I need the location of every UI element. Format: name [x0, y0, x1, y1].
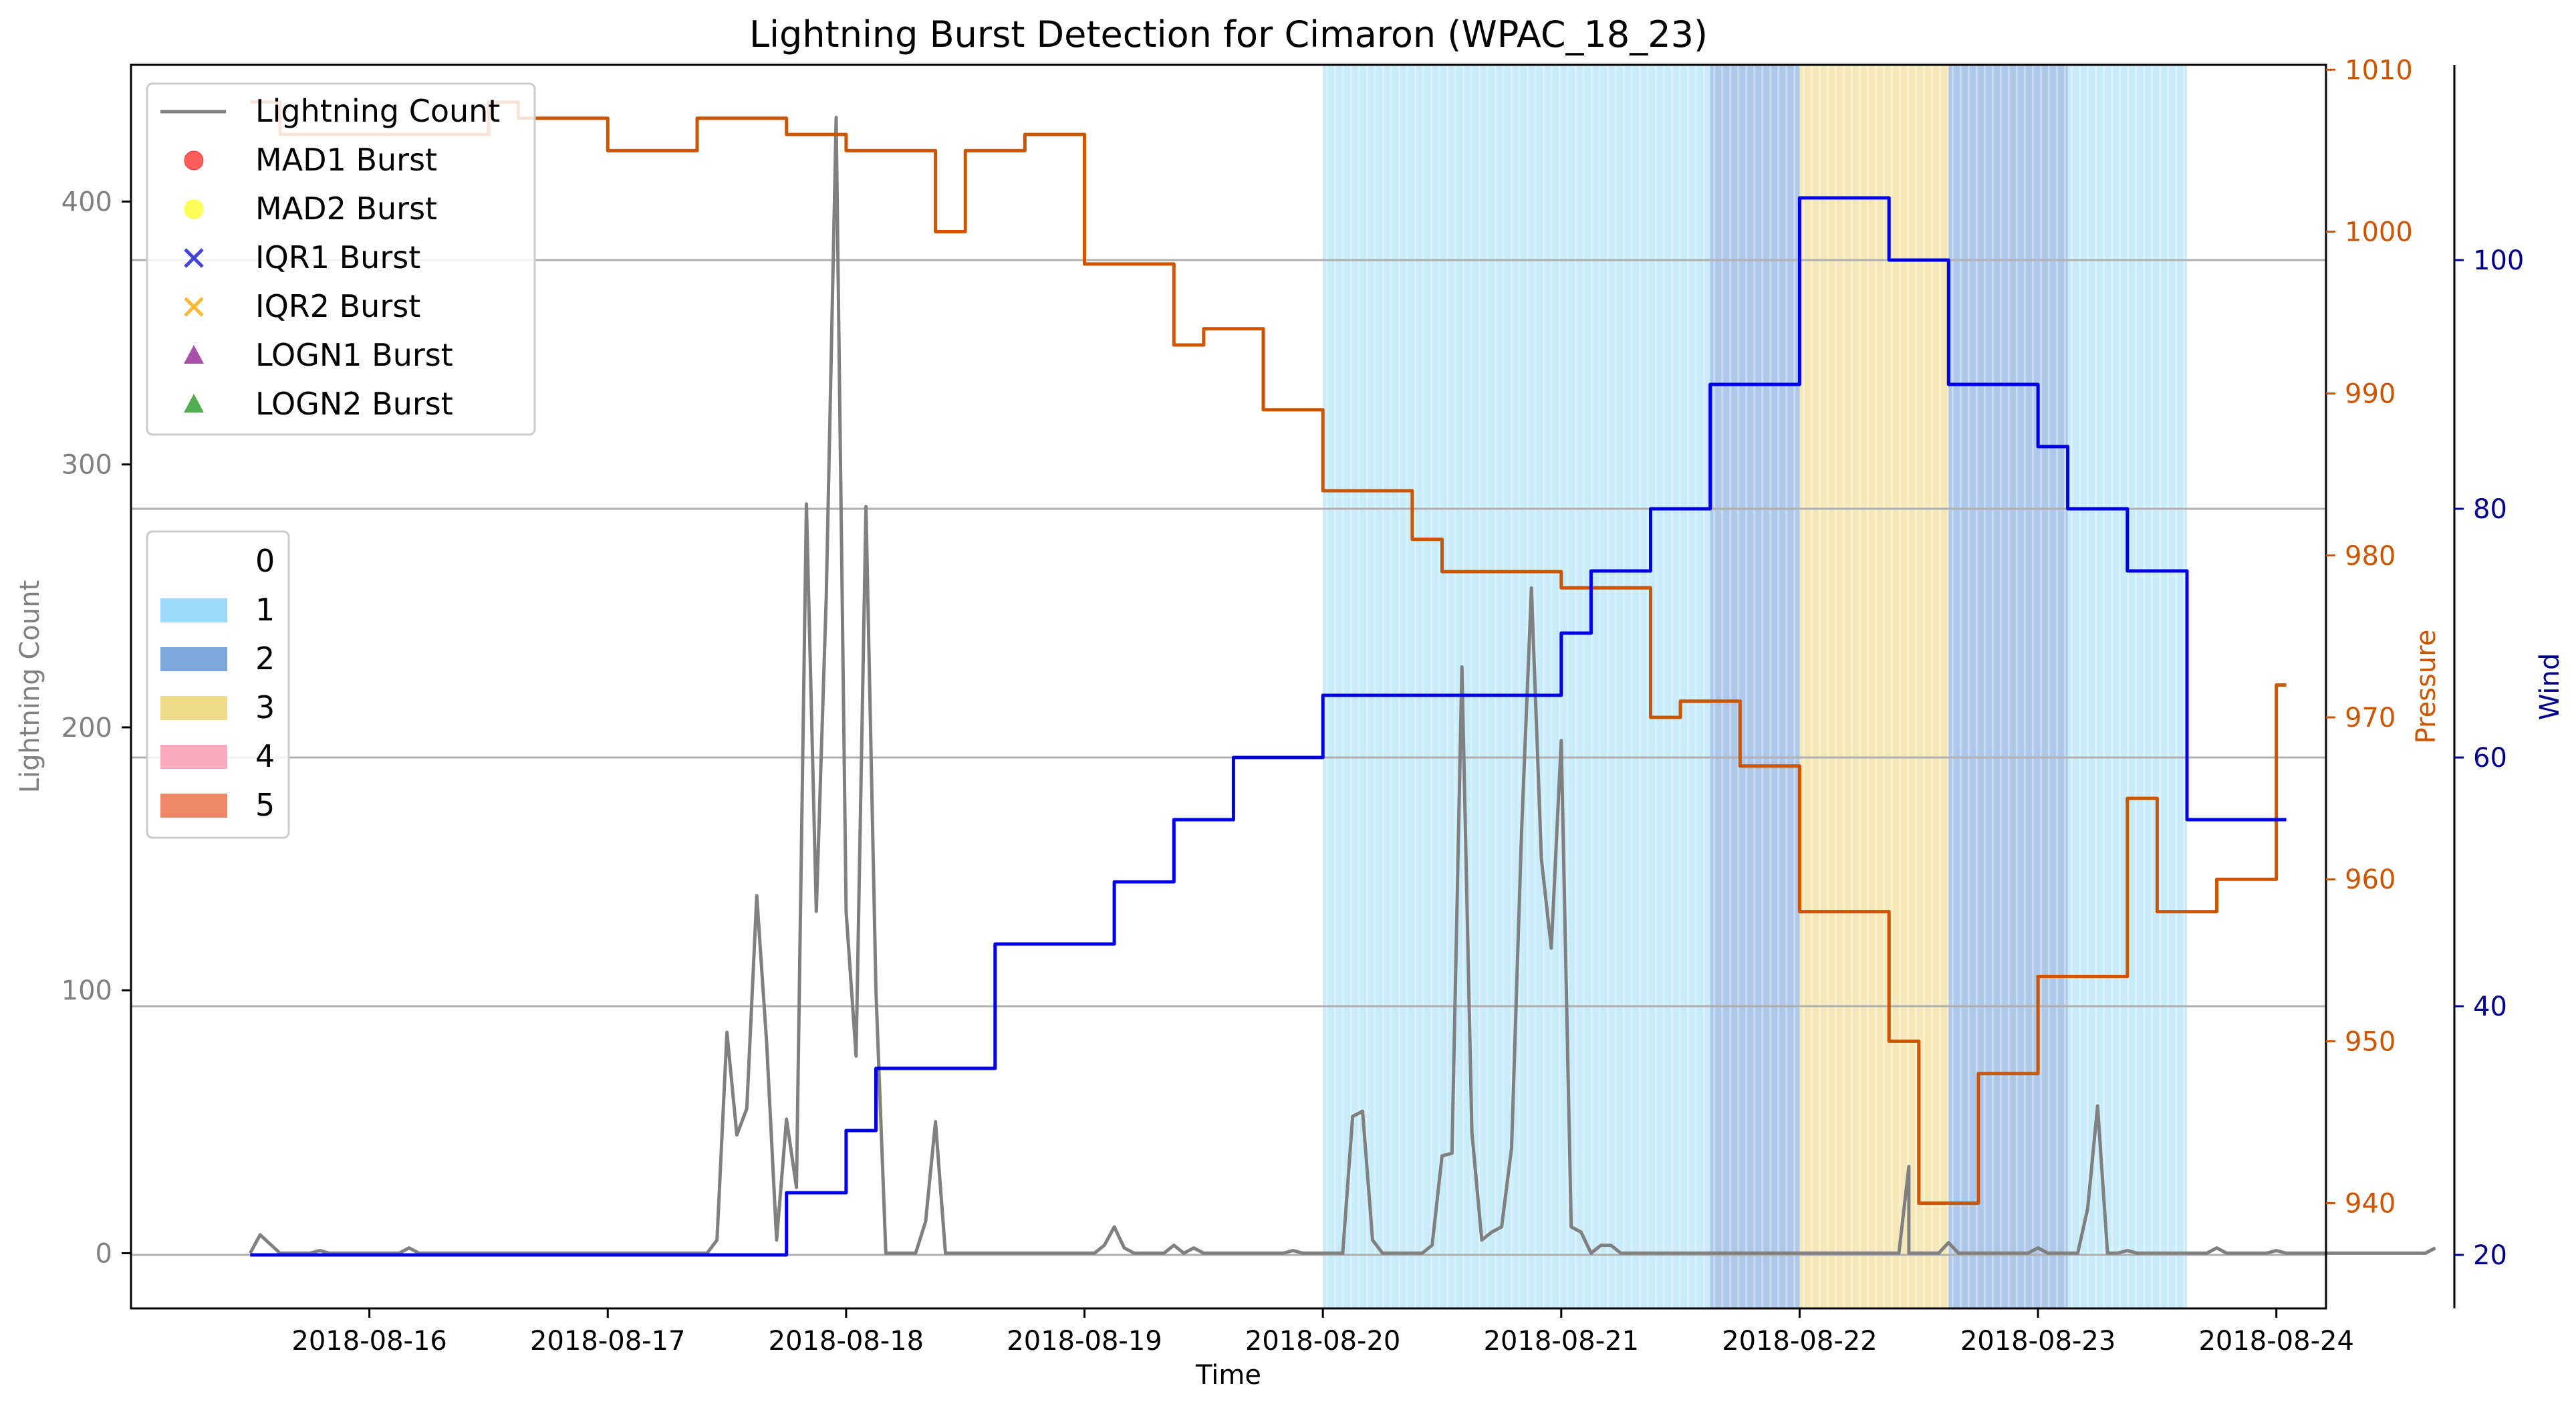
x-tick-label: 2018-08-20	[1245, 1326, 1400, 1357]
gridlines	[131, 259, 2326, 1256]
x-tick-label: 2018-08-18	[769, 1326, 924, 1357]
x-tick-label: 2018-08-17	[530, 1326, 685, 1357]
legend-entry-label: IQR1 Burst	[255, 239, 420, 275]
x-axis-label: Time	[1195, 1360, 1261, 1391]
y-tick-label-pressure: 980	[2345, 541, 2396, 572]
y-tick-label-wind: 40	[2473, 991, 2507, 1022]
y-tick-label-pressure: 1000	[2345, 217, 2413, 247]
legend-cat-swatch	[160, 794, 227, 818]
x-tick-label: 2018-08-16	[291, 1326, 446, 1357]
category-span-2	[1710, 65, 1800, 1308]
y-tick-label-pressure: 1010	[2345, 55, 2413, 86]
y-tick-label-lightning: 300	[61, 450, 112, 481]
legend-entry-label: IQR2 Burst	[255, 288, 420, 324]
legend-cat-label: 1	[255, 592, 275, 628]
legend-cat-swatch	[160, 696, 227, 720]
legend-marker-circle	[184, 199, 204, 219]
legend-cat-label: 2	[255, 640, 275, 677]
x-tick-label: 2018-08-19	[1007, 1326, 1162, 1357]
y-tick-label-pressure: 940	[2345, 1189, 2396, 1219]
y-tick-label-wind: 20	[2473, 1240, 2507, 1271]
legend-cat-label: 0	[255, 543, 275, 579]
x-tick-label: 2018-08-23	[1960, 1326, 2115, 1357]
y-axis-label-pressure: Pressure	[2411, 630, 2442, 744]
wind-line	[250, 196, 2287, 1257]
x-axis: 2018-08-16 2018-08-17 2018-08-18 2018-08-19…	[291, 1308, 2354, 1357]
legend-cat-label: 5	[255, 787, 275, 823]
legend-marker-triangle	[184, 345, 204, 364]
x-tick-label: 2018-08-21	[1484, 1326, 1639, 1357]
legend-entry-label: LOGN2 Burst	[255, 386, 453, 422]
legend-cat-swatch	[160, 647, 227, 671]
wind-series	[250, 196, 2287, 1257]
legend-cat-label: 3	[255, 689, 275, 725]
y-axis-label-wind: Wind	[2535, 653, 2565, 721]
legend-cat-swatch	[160, 598, 227, 622]
y-axis-label-lightning: Lightning Count	[15, 580, 45, 794]
y-tick-label-wind: 80	[2473, 494, 2507, 525]
y-tick-label-lightning: 200	[61, 713, 112, 743]
y-axis-pressure: 940 950 960 970 980 990 1000 1010	[2326, 55, 2413, 1219]
y-tick-label-wind: 60	[2473, 743, 2507, 774]
category-span-2	[1948, 65, 2068, 1308]
legend-entry-label: LOGN1 Burst	[255, 337, 453, 373]
y-tick-label-pressure: 950	[2345, 1026, 2396, 1057]
y-tick-label-pressure: 970	[2345, 703, 2396, 733]
legend-cat-label: 4	[255, 738, 275, 774]
y-axis-lightning: 0 100 200 300 400	[61, 187, 131, 1269]
category-span-1	[1323, 65, 1710, 1308]
y-tick-label-pressure: 960	[2345, 864, 2396, 895]
category-span-1	[2067, 65, 2187, 1308]
plot-frame	[130, 64, 2327, 1310]
legend-marker-circle	[184, 150, 204, 170]
y-tick-label-wind: 100	[2473, 245, 2524, 276]
legend-cat-swatch	[160, 745, 227, 769]
y-tick-label-lightning: 0	[96, 1238, 112, 1269]
legend-entry-label: Lightning Count	[255, 93, 500, 129]
lightning-series	[249, 116, 2436, 1255]
legend-top-box	[146, 82, 536, 436]
legend-bursts: Lightning Count MAD1 Burst MAD2 Burst IQR1 …	[146, 82, 536, 436]
y-axis-wind: 20 40 60 80 100	[2453, 65, 2524, 1308]
pressure-line	[250, 100, 2287, 1205]
category-span-3	[1799, 65, 1949, 1308]
pressure-series	[250, 100, 2287, 1205]
x-tick-label: 2018-08-24	[2198, 1326, 2353, 1357]
y-tick-label-pressure: 990	[2345, 379, 2396, 410]
legend-marker-x	[184, 297, 204, 317]
legend-marker-x	[184, 248, 204, 268]
legend-marker-triangle	[184, 394, 204, 413]
y-tick-label-lightning: 100	[61, 975, 112, 1006]
legend-entry-label: MAD1 Burst	[255, 142, 437, 178]
y-tick-label-lightning: 400	[61, 187, 112, 217]
x-tick-label: 2018-08-22	[1722, 1326, 1877, 1357]
chart-title: Lightning Burst Detection for Cimaron (W…	[749, 13, 1708, 55]
lightning-line	[249, 116, 2436, 1255]
legend-entry-label: MAD2 Burst	[255, 191, 437, 227]
legend-categories: 0 1 2 3 4 5	[146, 530, 290, 839]
category-spans	[1323, 65, 2187, 1308]
